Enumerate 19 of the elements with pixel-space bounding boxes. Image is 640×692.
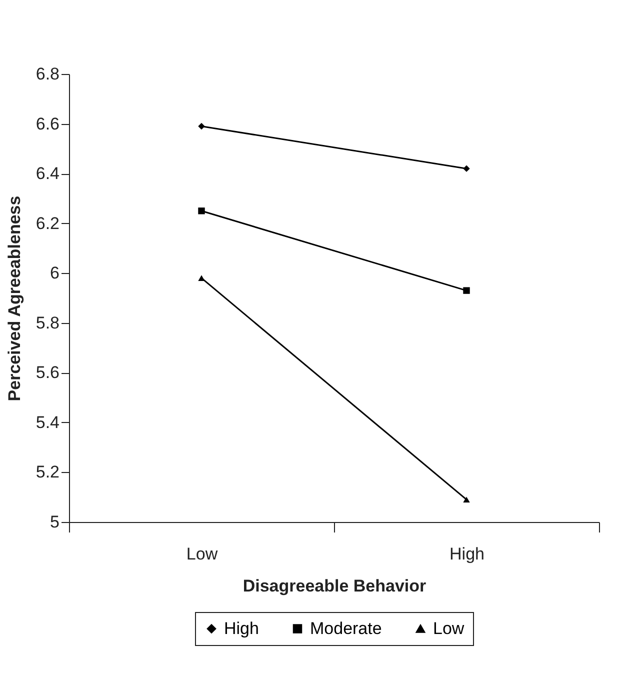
y-tick-label: 6.4 — [36, 164, 60, 184]
legend-label: High — [224, 618, 259, 638]
y-tick-label: 5.6 — [36, 363, 60, 382]
y-tick-label: 5.8 — [36, 313, 60, 332]
y-tick-label: 6 — [50, 264, 60, 283]
point — [463, 165, 470, 172]
y-tick-label: 5 — [50, 512, 60, 532]
y-tick-label: 6.6 — [36, 114, 60, 134]
y-tick-label: 5.4 — [36, 412, 60, 432]
y-tick-label: 5.2 — [36, 462, 60, 482]
point — [463, 287, 470, 294]
x-axis-title: Disagreeable Behavior — [242, 576, 427, 596]
legend-label: Low — [433, 618, 465, 638]
point — [198, 122, 205, 130]
y-tick-label: 6.8 — [36, 64, 60, 84]
y-axis-title: Perceived Agreeableness — [4, 196, 24, 402]
point — [198, 208, 205, 214]
legend-label: Moderate — [310, 618, 382, 638]
y-tick-label: 6.2 — [36, 214, 60, 233]
